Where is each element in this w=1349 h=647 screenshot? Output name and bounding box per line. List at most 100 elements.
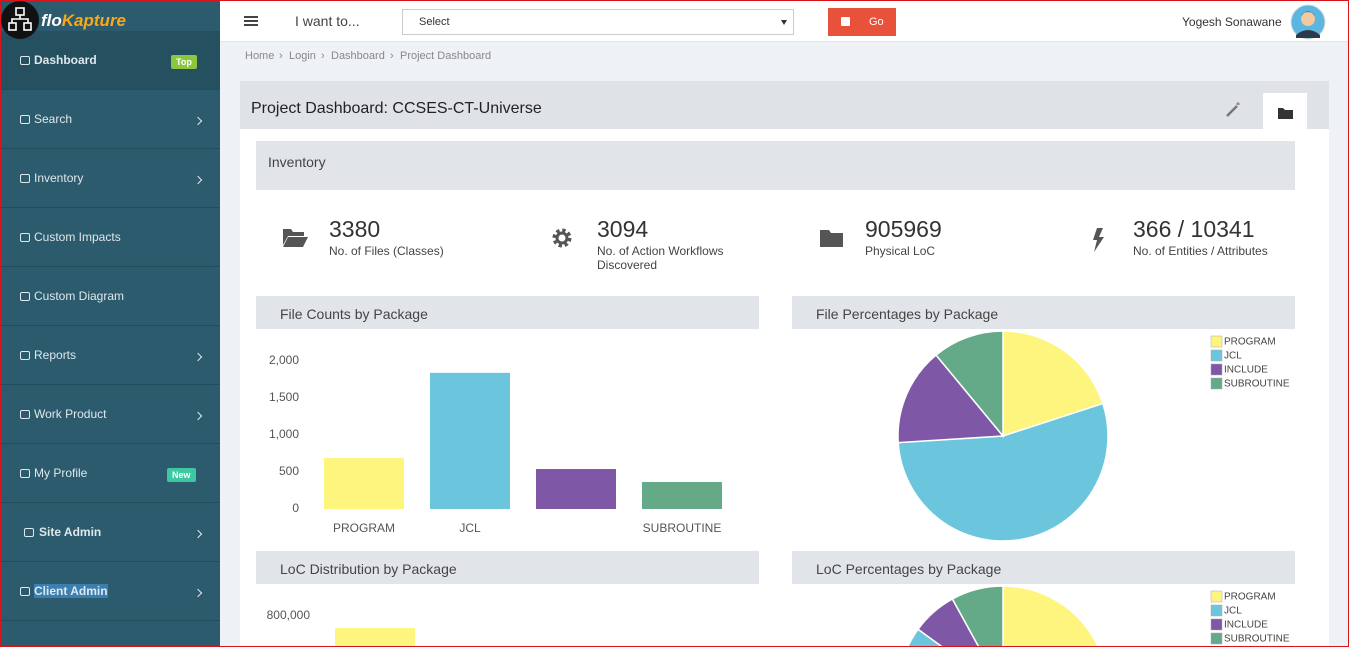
legend-label: SUBROUTINE (1224, 379, 1290, 390)
bar (430, 372, 510, 509)
legend-swatch (1210, 335, 1223, 348)
nav-label: Reports (34, 348, 77, 362)
chart-title: LoC Percentages by Package (816, 561, 1002, 577)
nav-label: Site Admin (39, 525, 102, 539)
nav-label: Dashboard (34, 53, 97, 67)
nav-item[interactable]: Custom Impacts (1, 208, 220, 267)
nav-item[interactable]: Custom Diagram (1, 267, 220, 326)
pie-slice (951, 585, 1004, 646)
legend-swatch (1210, 590, 1223, 603)
nav-label: Custom Impacts (34, 230, 121, 244)
legend-swatch (1210, 604, 1223, 617)
nav-item[interactable]: Inventory (1, 149, 220, 208)
chart: 800,000 (267, 608, 415, 646)
breadcrumb-link[interactable]: Login (289, 50, 316, 62)
nav-label: Custom Diagram (34, 289, 125, 303)
y-tick-label: 2,000 (269, 353, 299, 367)
section-header: Inventory (256, 141, 1295, 190)
breadcrumb-link[interactable]: Home (245, 50, 275, 62)
stat-icon (820, 230, 843, 247)
action-select[interactable]: Select (402, 9, 794, 35)
nav-label: Search (34, 112, 73, 126)
legend-label: PROGRAM (1224, 337, 1276, 348)
topbar: I want to... Select Go Yogesh Sonawane (220, 1, 1348, 42)
stat-label: Physical LoC (865, 244, 936, 258)
chart: 0 500 1,000 1,500 2,000 PROGRAM JCL SUBROUTINE (269, 353, 722, 535)
y-tick-label: 0 (292, 501, 299, 515)
y-tick-label: 1,000 (269, 427, 299, 441)
stat-icon (552, 228, 572, 248)
legend-swatch (1210, 349, 1223, 362)
pie-slice (1002, 330, 1104, 438)
nav-item[interactable]: Dashboard Top (1, 31, 220, 90)
x-tick-label: JCL (459, 521, 481, 535)
legend-label: SUBROUTINE (1224, 634, 1290, 645)
nav-item[interactable]: Client Admin (1, 562, 220, 621)
nav-label: Client Admin (34, 584, 108, 598)
brand-name: Kapture (61, 11, 127, 30)
pie-slice (897, 354, 1005, 444)
brand-prefix: flo (41, 11, 62, 30)
menu-toggle[interactable] (244, 16, 258, 18)
avatar[interactable] (1290, 4, 1326, 40)
chart: PROGRAM JCL INCLUDE SUBROUTINE (897, 330, 1290, 542)
bar (536, 469, 616, 509)
nav-item[interactable]: Site Admin (1, 503, 220, 562)
folder-tab[interactable] (1263, 93, 1307, 131)
chart-header: LoC Distribution by Package (256, 551, 759, 584)
y-tick-label: 1,500 (269, 390, 299, 404)
badge: Top (171, 55, 197, 69)
nav-item[interactable]: My Profile New (1, 444, 220, 503)
nav-item[interactable]: Search (1, 90, 220, 149)
nav-label: Inventory (34, 171, 84, 185)
section-title: Inventory (268, 154, 326, 170)
legend-label: INCLUDE (1224, 365, 1268, 376)
stat-label: No. of Action Workflows Discovered (597, 244, 724, 272)
legend-label: JCL (1224, 606, 1242, 617)
chart-header: File Counts by Package (256, 296, 759, 329)
nav-item[interactable]: Work Product (1, 385, 220, 444)
stat-label: No. of Entities / Attributes (1133, 244, 1268, 258)
legend-label: INCLUDE (1224, 620, 1268, 631)
panel-header: Project Dashboard: CCSES-CT-Universe (240, 81, 1329, 131)
sidebar: Dashboard Top Search Inventory Custom Imp… (1, 1, 220, 646)
chart: PROGRAM JCL INCLUDE SUBROUTINE (907, 585, 1290, 646)
y-tick-label: 800,000 (267, 608, 311, 622)
pie-slice (935, 330, 1004, 439)
logo-glyph (8, 7, 32, 31)
x-tick-label: PROGRAM (333, 521, 395, 535)
stat-icon (1093, 228, 1104, 252)
legend-swatch (1210, 618, 1223, 631)
x-tick-label: SUBROUTINE (643, 521, 722, 535)
legend-label: PROGRAM (1224, 592, 1276, 603)
stat-label: No. of Files (Classes) (329, 244, 444, 258)
legend-swatch (1210, 363, 1223, 376)
go-button[interactable]: Go (828, 8, 896, 36)
chart-header: File Percentages by Package (792, 296, 1295, 329)
brand: floKapture (41, 11, 126, 31)
stat-icon (283, 229, 308, 247)
select-value: Select (419, 16, 450, 28)
stat-value: 366 / 10341 (1133, 216, 1255, 242)
bar (324, 457, 404, 509)
breadcrumb-link[interactable]: Dashboard (331, 50, 385, 62)
stat-value: 3094 (597, 216, 649, 242)
badge: New (167, 468, 196, 482)
breadcrumb-current: Project Dashboard (400, 50, 492, 62)
pie-slice (1002, 585, 1099, 646)
y-tick-label: 500 (279, 464, 299, 478)
nav-label: Work Product (34, 407, 107, 421)
panel-title: Project Dashboard: CCSES-CT-Universe (251, 100, 542, 117)
stat-value: 905969 (865, 216, 942, 242)
chart-title: File Percentages by Package (816, 306, 999, 322)
prompt: I want to... (295, 13, 360, 29)
legend-swatch (1210, 632, 1223, 645)
wand-tab[interactable] (1224, 101, 1242, 119)
nav-item[interactable]: Reports (1, 326, 220, 385)
panel: Project Dashboard: CCSES-CT-Universe Inv… (240, 81, 1329, 646)
pie-slice (897, 402, 1109, 542)
bar (335, 628, 415, 646)
chart-title: LoC Distribution by Package (280, 561, 457, 577)
chart-title: File Counts by Package (280, 306, 428, 322)
user-name[interactable]: Yogesh Sonawane (1182, 15, 1282, 29)
